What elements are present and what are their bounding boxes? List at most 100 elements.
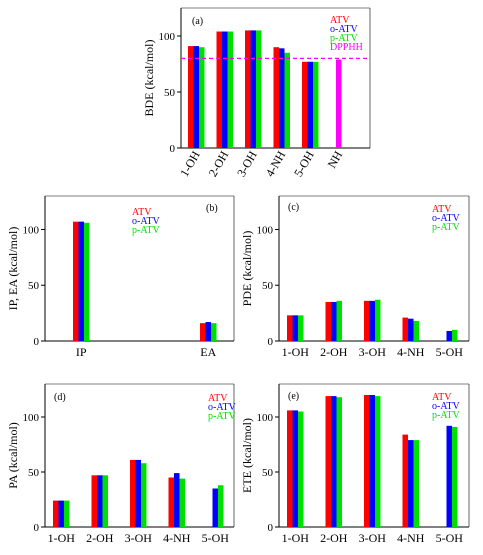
bar-o-atv-ip bbox=[78, 221, 84, 341]
x-tick-label: 5-OH bbox=[436, 345, 464, 359]
bar-atv-1-oh bbox=[287, 315, 293, 341]
x-tick-label: NH bbox=[325, 148, 346, 170]
x-tick-label: IP bbox=[76, 345, 87, 359]
bar-o-atv-5-oh bbox=[446, 425, 452, 527]
bar-atv-1-oh bbox=[188, 46, 194, 148]
bar-atv-ea bbox=[200, 323, 206, 341]
legend-entry-p-atv: p-ATV bbox=[432, 410, 461, 421]
bar-p-atv-2-oh bbox=[336, 397, 342, 527]
bar-atv-4-nh bbox=[273, 47, 279, 149]
x-tick-label: 2-OH bbox=[320, 531, 348, 545]
bar-atv-4-nh bbox=[402, 317, 408, 341]
bar-o-atv-ea bbox=[205, 322, 211, 341]
bar-p-atv-1-oh bbox=[298, 315, 304, 341]
bar-o-atv-3-oh bbox=[369, 300, 375, 341]
y-tick-label: 100 bbox=[257, 412, 274, 424]
bar-p-atv-1-oh bbox=[64, 500, 70, 527]
bar-p-atv-1-oh bbox=[298, 411, 304, 527]
x-tick-label: 4-NH bbox=[163, 531, 191, 545]
panel-tag: (a) bbox=[192, 16, 203, 27]
y-axis-title: PA (kcal/mol) bbox=[6, 422, 20, 489]
x-tick-label: 1-OH bbox=[48, 531, 76, 545]
legend-entry-p-atv: p-ATV bbox=[208, 411, 237, 422]
bar-atv-2-oh bbox=[325, 301, 331, 341]
bar-p-atv-4-nh bbox=[179, 478, 185, 527]
bar-p-atv-5-oh bbox=[218, 485, 224, 527]
legend-entry-o-atv: o-ATV bbox=[330, 24, 359, 35]
bar-p-atv-5-oh bbox=[313, 61, 319, 149]
legend-entry-p-atv: p-ATV bbox=[432, 222, 461, 233]
bar-p-atv-3-oh bbox=[256, 30, 262, 148]
y-axis-title: PDE (kcal/mol) bbox=[240, 231, 254, 307]
bar-atv-ip bbox=[73, 221, 79, 341]
bar-atv-3-oh bbox=[364, 300, 370, 341]
y-tick-label: 0 bbox=[170, 143, 176, 155]
y-tick-label: 0 bbox=[34, 336, 40, 348]
bar-o-atv-4-nh bbox=[279, 48, 285, 148]
bar-p-atv-2-oh bbox=[227, 31, 233, 148]
bar-atv-2-oh bbox=[216, 31, 222, 148]
bar-p-atv-4-nh bbox=[284, 52, 290, 148]
bar-p-atv-5-oh bbox=[452, 426, 458, 527]
x-tick-label: 3-OH bbox=[359, 531, 387, 545]
y-tick-label: 100 bbox=[159, 31, 176, 43]
x-tick-label: 3-OH bbox=[234, 148, 260, 179]
bar-p-atv-ip bbox=[84, 222, 90, 341]
bar-o-atv-3-oh bbox=[250, 30, 256, 148]
y-axis-title: IP, EA (kcal/mol) bbox=[6, 227, 20, 311]
legend-entry-o-atv: o-ATV bbox=[432, 401, 461, 412]
bar-p-atv-ea bbox=[211, 323, 217, 341]
bar-atv-2-oh bbox=[91, 475, 97, 527]
bar-o-atv-1-oh bbox=[292, 410, 298, 527]
bar-p-atv-3-oh bbox=[375, 299, 381, 341]
y-tick-label: 50 bbox=[28, 280, 40, 292]
bar-atv-3-oh bbox=[245, 30, 251, 148]
bar-o-atv-3-oh bbox=[135, 459, 141, 527]
panel-tag: (e) bbox=[288, 391, 299, 402]
legend-entry-p-atv: p-ATV bbox=[132, 225, 161, 236]
bar-atv-1-oh bbox=[287, 410, 293, 527]
bar-atv-5-oh bbox=[302, 61, 308, 149]
bar-o-atv-4-nh bbox=[408, 318, 414, 341]
bar-o-atv-3-oh bbox=[369, 395, 375, 527]
y-axis-title: ETE (kcal/mol) bbox=[240, 418, 254, 493]
bar-p-atv-3-oh bbox=[375, 396, 381, 527]
y-tick-label: 100 bbox=[257, 224, 274, 236]
legend-entry-atv: ATV bbox=[132, 207, 152, 218]
x-tick-label: 4-NH bbox=[397, 345, 425, 359]
x-tick-label: 2-OH bbox=[86, 531, 114, 545]
legend-entry-atv: ATV bbox=[432, 392, 452, 403]
x-tick-label: 1-OH bbox=[282, 345, 310, 359]
legend-entry-atv: ATV bbox=[208, 393, 228, 404]
legend-entry-atv: ATV bbox=[432, 204, 452, 215]
x-tick-label: 2-OH bbox=[320, 345, 348, 359]
bar-o-atv-5-oh bbox=[307, 61, 313, 149]
bar-atv-2-oh bbox=[325, 396, 331, 527]
panel-tag: (b) bbox=[206, 203, 218, 214]
panel-tag: (c) bbox=[288, 202, 299, 213]
legend-entry-atv: ATV bbox=[330, 15, 350, 26]
bar-p-atv-2-oh bbox=[102, 475, 108, 527]
x-tick-label: EA bbox=[200, 345, 216, 359]
y-tick-label: 50 bbox=[262, 280, 274, 292]
y-tick-label: 100 bbox=[23, 224, 40, 236]
x-tick-label: 5-OH bbox=[202, 531, 230, 545]
bar-o-atv-5-oh bbox=[446, 330, 452, 341]
legend-entry-o-atv: o-ATV bbox=[208, 402, 237, 413]
x-tick-label: 5-OH bbox=[436, 531, 464, 545]
y-tick-label: 50 bbox=[164, 87, 176, 99]
x-tick-label: 3-OH bbox=[125, 531, 153, 545]
y-axis-title: BDE (kcal/mol) bbox=[142, 40, 156, 117]
y-tick-label: 0 bbox=[34, 522, 40, 534]
bar-o-atv-2-oh bbox=[222, 31, 228, 148]
x-tick-label: 2-OH bbox=[206, 148, 232, 179]
x-tick-label: 1-OH bbox=[282, 531, 310, 545]
bar-dpphh-nh bbox=[336, 59, 342, 148]
bar-o-atv-4-nh bbox=[408, 440, 414, 527]
